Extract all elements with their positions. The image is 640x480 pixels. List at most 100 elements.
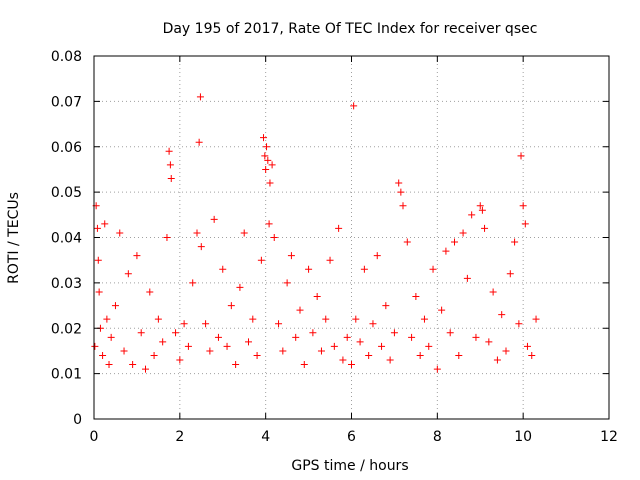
- data-point: [270, 234, 278, 241]
- data-point: [446, 329, 454, 337]
- data-point: [322, 315, 330, 323]
- data-points: [91, 93, 540, 373]
- data-point: [326, 256, 334, 264]
- data-point: [292, 333, 300, 341]
- data-point: [253, 351, 261, 359]
- data-point: [240, 229, 248, 237]
- data-point: [142, 365, 149, 373]
- data-point: [167, 175, 175, 183]
- data-point: [245, 338, 252, 346]
- x-axis-label: GPS time / hours: [291, 458, 408, 474]
- data-point: [416, 351, 424, 359]
- data-point: [313, 292, 321, 300]
- data-point: [397, 188, 405, 196]
- data-point: [296, 306, 304, 314]
- data-point: [523, 342, 531, 350]
- data-point: [189, 279, 197, 287]
- data-point: [425, 342, 433, 350]
- data-point: [399, 202, 407, 210]
- data-point: [283, 279, 291, 287]
- data-point: [481, 224, 489, 232]
- data-point: [165, 147, 173, 155]
- data-point: [279, 347, 287, 355]
- y-tick-label: 0.07: [51, 94, 82, 110]
- data-point: [517, 152, 525, 160]
- data-point: [521, 220, 529, 228]
- data-point: [265, 220, 273, 228]
- data-point: [348, 361, 355, 369]
- data-point: [478, 206, 486, 214]
- y-tick-label: 0.04: [51, 231, 82, 247]
- data-point: [196, 93, 204, 101]
- data-point: [266, 179, 274, 187]
- data-point: [172, 329, 180, 337]
- data-point: [412, 292, 420, 300]
- data-point: [317, 347, 325, 355]
- data-point: [150, 351, 158, 359]
- y-axis-label: ROTI / TECUs: [6, 192, 22, 284]
- data-point: [202, 320, 210, 328]
- x-tick-label: 8: [433, 429, 442, 445]
- data-point: [386, 356, 394, 364]
- x-tick-label: 12: [600, 429, 618, 445]
- data-point: [249, 315, 257, 323]
- data-point: [180, 320, 188, 328]
- y-tick-label: 0.06: [51, 140, 82, 156]
- data-point: [166, 161, 174, 169]
- data-point: [498, 311, 506, 319]
- data-point: [335, 224, 343, 232]
- data-point: [378, 342, 386, 350]
- x-tick-label: 2: [175, 429, 184, 445]
- data-point: [107, 333, 115, 341]
- data-point: [93, 224, 101, 232]
- data-point: [429, 265, 437, 273]
- x-tick-label: 4: [261, 429, 270, 445]
- data-point: [124, 270, 132, 278]
- data-point: [95, 288, 103, 296]
- data-point: [137, 329, 145, 337]
- data-point: [129, 361, 137, 369]
- data-point: [116, 229, 124, 237]
- data-point: [257, 256, 265, 264]
- data-point: [352, 315, 360, 323]
- data-point: [339, 356, 347, 364]
- data-point: [373, 252, 381, 260]
- data-point: [493, 356, 501, 364]
- data-point: [390, 329, 398, 337]
- data-point: [264, 156, 272, 164]
- data-point: [287, 252, 295, 260]
- data-point: [476, 202, 484, 210]
- data-point: [468, 211, 476, 219]
- data-point: [309, 329, 317, 337]
- data-point: [105, 361, 113, 369]
- data-point: [268, 161, 276, 169]
- data-point: [91, 342, 99, 350]
- y-tick-label: 0.03: [51, 276, 82, 292]
- data-point: [193, 229, 201, 237]
- data-point: [163, 234, 171, 241]
- data-point: [111, 302, 119, 310]
- data-point: [195, 138, 203, 146]
- data-point: [219, 265, 227, 273]
- y-tick-label: 0: [73, 412, 82, 428]
- data-point: [154, 315, 162, 323]
- data-point: [343, 333, 351, 341]
- axis-ticks: 0 2 4 6 8 10 12 0 0.01 0.02 0.03 0.04 0.05 0.06 0.07 0.…: [51, 49, 618, 445]
- data-point: [506, 270, 514, 278]
- data-point: [528, 351, 536, 359]
- x-tick-label: 0: [90, 429, 99, 445]
- data-point: [420, 315, 428, 323]
- x-tick-label: 10: [514, 429, 532, 445]
- data-point: [360, 265, 368, 273]
- y-tick-label: 0.01: [51, 367, 82, 383]
- data-point: [275, 320, 283, 328]
- data-point: [260, 134, 268, 142]
- data-point: [350, 102, 358, 110]
- y-tick-label: 0.05: [51, 185, 82, 201]
- data-point: [206, 347, 214, 355]
- data-point: [472, 333, 480, 341]
- data-point: [146, 288, 154, 296]
- data-point: [395, 179, 403, 187]
- data-point: [489, 288, 497, 296]
